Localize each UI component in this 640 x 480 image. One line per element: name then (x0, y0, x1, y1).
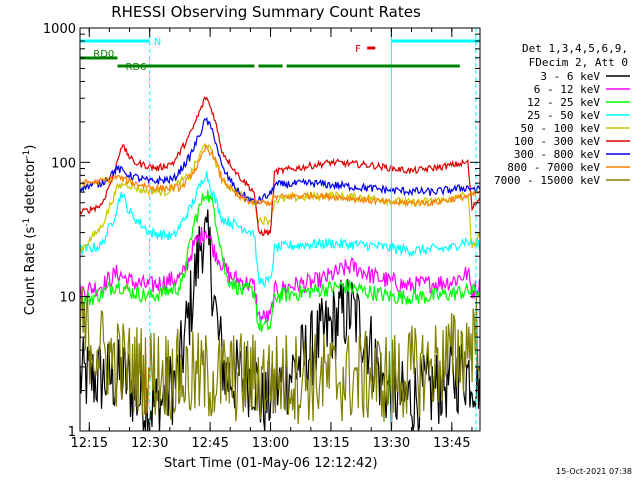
x-tick-label: 12:15 (71, 436, 108, 451)
y-tick-label: 100 (51, 156, 76, 171)
series-line (79, 142, 481, 253)
y-tick-label: 1 (68, 425, 76, 440)
y-axis-label-sup1: -1 (22, 218, 32, 227)
plot-frame (79, 27, 481, 432)
x-tick-label: 12:30 (131, 436, 168, 451)
legend-entry-label: 300 - 800 keV (514, 148, 600, 161)
legend-entry-label: 7000 - 15000 keV (494, 174, 600, 187)
legend-entry-label: 6 - 12 keV (534, 83, 601, 96)
legend-entry-label: 25 - 50 keV (527, 109, 600, 122)
x-tick-label: 13:00 (252, 436, 289, 451)
legend-entry-label: 800 - 7000 keV (507, 161, 600, 174)
x-axis-label: Start Time (01-May-06 12:12:42) (164, 456, 378, 471)
legend-entry-label: 3 - 6 keV (540, 70, 600, 83)
series-line (79, 226, 481, 325)
generation-timestamp: 15-Oct-2021 07:38 (556, 467, 632, 476)
legend: Det 1,3,4,5,6,9, FDecim 2, Att 0 3 - 6 k… (494, 42, 630, 187)
legend-header-line1: Det 1,3,4,5,6,9, (522, 42, 628, 55)
flag-label: RD0 (93, 49, 114, 60)
y-axis: 1 10 100 1000 (43, 22, 480, 440)
chart-title: RHESSI Observing Summary Count Rates (111, 3, 421, 21)
flag-layer: N RD0 RD6 F (80, 37, 480, 73)
legend-entry-label: 12 - 25 keV (527, 96, 600, 109)
x-tick-label: 13:30 (373, 436, 410, 451)
y-axis-label: Count Rate (s-1 detector-1) (22, 145, 38, 316)
flag-label: RD6 (126, 62, 147, 73)
series-layer (79, 95, 481, 432)
series-line (79, 287, 481, 425)
x-tick-label: 13:15 (312, 436, 349, 451)
series-line (79, 117, 481, 205)
series-line (79, 95, 481, 236)
flag-label: N (154, 37, 161, 48)
x-tick-label: 13:45 (433, 436, 470, 451)
legend-header-line2: FDecim 2, Att 0 (529, 56, 628, 69)
y-axis-label-main: Count Rate (s (23, 227, 38, 316)
flag-label: F (355, 44, 361, 55)
series-line (79, 189, 481, 333)
legend-entry-label: 100 - 300 keV (514, 135, 600, 148)
y-axis-label-mid: detector (23, 158, 38, 218)
series-line (79, 170, 481, 288)
y-axis-label-sup2: -1 (22, 150, 32, 159)
x-axis: 12:15 12:30 12:45 13:00 13:15 13:30 13:45 (71, 28, 473, 451)
series-line (79, 143, 481, 208)
y-axis-label-end: ) (23, 145, 38, 150)
y-tick-label: 10 (59, 291, 76, 306)
y-tick-label: 1000 (43, 22, 76, 37)
legend-entry-label: 50 - 100 keV (521, 122, 601, 135)
x-tick-label: 12:45 (191, 436, 228, 451)
